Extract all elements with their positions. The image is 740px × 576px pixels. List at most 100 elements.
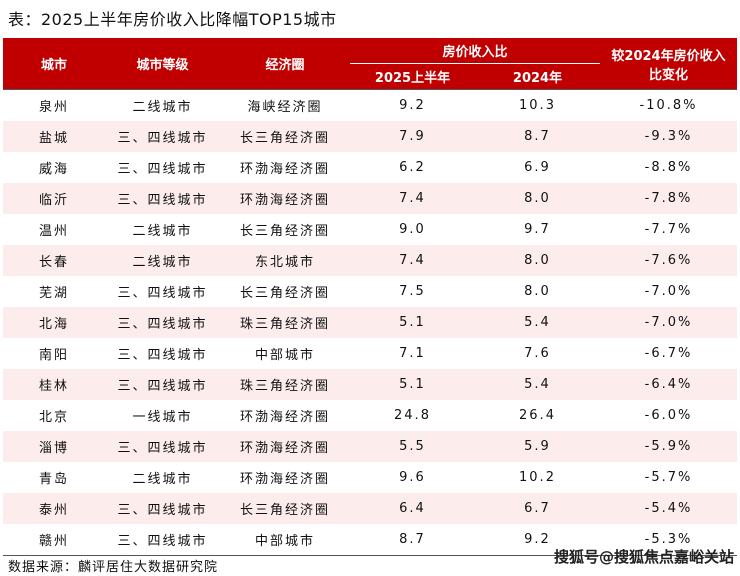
cell-zone: 珠三角经济圈 xyxy=(220,307,350,338)
cell-city: 南阳 xyxy=(38,348,69,363)
cell-city: 泰州 xyxy=(3,493,105,524)
header-2025h1: 2025上半年 xyxy=(350,63,475,90)
cell-2024: 8.0 xyxy=(475,183,600,214)
cell-grade: 三、四线城市 xyxy=(117,286,208,301)
cell-2025h1: 5.1 xyxy=(350,307,475,338)
table-row: 赣州 三、四线城市 中部城市 8.7 9.2 -5.3% xyxy=(3,524,737,556)
cell-2025h1: 9.2 xyxy=(399,98,426,113)
cell-zone: 中部城市 xyxy=(220,524,350,556)
cell-city: 青岛 xyxy=(38,472,69,487)
cell-2024: 8.7 xyxy=(475,121,600,152)
cell-2024: 10.3 xyxy=(519,98,556,113)
cell-2025h1: 7.1 xyxy=(399,346,426,361)
cell-change: -6.7% xyxy=(644,346,693,361)
cell-grade: 三、四线城市 xyxy=(105,431,220,462)
cell-zone: 中部城市 xyxy=(254,348,315,363)
cell-change: -5.7% xyxy=(644,470,693,485)
cell-grade: 三、四线城市 xyxy=(105,493,220,524)
cell-2025h1: 6.2 xyxy=(399,160,426,175)
cell-change: -7.0% xyxy=(644,284,693,299)
cell-city: 桂林 xyxy=(3,369,105,400)
header-zone: 经济圈 xyxy=(220,38,350,90)
table-row: 北海 三、四线城市 珠三角经济圈 5.1 5.4 -7.0% xyxy=(3,307,737,338)
cell-grade: 三、四线城市 xyxy=(117,348,208,363)
cell-2025h1: 9.0 xyxy=(399,222,426,237)
cell-grade: 二线城市 xyxy=(132,100,193,115)
cell-2025h1: 7.9 xyxy=(350,121,475,152)
cell-2024: 10.2 xyxy=(519,470,556,485)
cell-grade: 三、四线城市 xyxy=(105,307,220,338)
cell-change: -7.6% xyxy=(600,245,737,276)
cell-city: 芜湖 xyxy=(38,286,69,301)
table-row: 泰州 三、四线城市 长三角经济圈 6.4 6.7 -5.4% xyxy=(3,493,737,524)
cell-zone: 环渤海经济圈 xyxy=(239,410,330,425)
cell-2025h1: 7.5 xyxy=(399,284,426,299)
table-row: 淄博 三、四线城市 环渤海经济圈 5.5 5.9 -5.9% xyxy=(3,431,737,462)
cell-2024: 5.9 xyxy=(475,431,600,462)
cell-change: -7.7% xyxy=(644,222,693,237)
table-row: 北京 一线城市 环渤海经济圈 24.8 26.4 -6.0% xyxy=(3,400,737,431)
cell-2025h1: 6.4 xyxy=(350,493,475,524)
cell-2024: 6.9 xyxy=(524,160,551,175)
cell-2024: 5.4 xyxy=(475,307,600,338)
cell-zone: 长三角经济圈 xyxy=(220,493,350,524)
cell-grade: 三、四线城市 xyxy=(105,369,220,400)
cell-2024: 9.2 xyxy=(475,524,600,556)
cell-city: 盐城 xyxy=(3,121,105,152)
data-table: 城市 城市等级 经济圈 房价收入比 较2024年房价收入比变化 2025上半年 … xyxy=(3,38,737,556)
cell-change: -10.8% xyxy=(639,98,698,113)
cell-2025h1: 8.7 xyxy=(350,524,475,556)
cell-2024: 6.7 xyxy=(475,493,600,524)
table-row: 青岛 二线城市 环渤海经济圈 9.6 10.2 -5.7% xyxy=(3,462,737,493)
cell-zone: 长三角经济圈 xyxy=(239,224,330,239)
cell-change: -5.3% xyxy=(600,524,737,556)
cell-city: 淄博 xyxy=(3,431,105,462)
table-row: 泉州 二线城市 海峡经济圈 9.2 10.3 -10.8% xyxy=(3,90,737,122)
cell-2024: 26.4 xyxy=(519,408,556,423)
header-city: 城市 xyxy=(3,38,105,90)
table-row: 桂林 三、四线城市 珠三角经济圈 5.1 5.4 -6.4% xyxy=(3,369,737,400)
cell-city: 北京 xyxy=(38,410,69,425)
cell-grade: 三、四线城市 xyxy=(105,524,220,556)
cell-change: -5.4% xyxy=(600,493,737,524)
cell-grade: 二线城市 xyxy=(105,245,220,276)
cell-zone: 环渤海经济圈 xyxy=(220,183,350,214)
cell-2024: 9.7 xyxy=(524,222,551,237)
table-row: 临沂 三、四线城市 环渤海经济圈 7.4 8.0 -7.8% xyxy=(3,183,737,214)
cell-grade: 一线城市 xyxy=(132,410,193,425)
cell-zone: 环渤海经济圈 xyxy=(239,162,330,177)
cell-zone: 长三角经济圈 xyxy=(220,121,350,152)
header-2024: 2024年 xyxy=(475,63,600,90)
cell-grade: 三、四线城市 xyxy=(117,162,208,177)
cell-change: -7.0% xyxy=(600,307,737,338)
cell-change: -9.3% xyxy=(600,121,737,152)
cell-grade: 二线城市 xyxy=(132,224,193,239)
cell-city: 赣州 xyxy=(3,524,105,556)
cell-city: 泉州 xyxy=(38,100,69,115)
table-row: 威海 三、四线城市 环渤海经济圈 6.2 6.9 -8.8% xyxy=(3,152,737,183)
cell-zone: 海峡经济圈 xyxy=(247,100,323,115)
source-note: 数据来源：麟评居住大数据研究院 xyxy=(8,560,219,575)
cell-grade: 三、四线城市 xyxy=(105,183,220,214)
cell-change: -7.8% xyxy=(600,183,737,214)
cell-2025h1: 5.5 xyxy=(350,431,475,462)
table-row: 南阳 三、四线城市 中部城市 7.1 7.6 -6.7% xyxy=(3,338,737,369)
cell-2025h1: 7.4 xyxy=(350,245,475,276)
cell-2024: 8.0 xyxy=(475,245,600,276)
table-title: 表：2025上半年房价收入比降幅TOP15城市 xyxy=(8,10,337,29)
header-ratio: 房价收入比 xyxy=(350,38,600,64)
cell-city: 威海 xyxy=(38,162,69,177)
cell-2025h1: 5.1 xyxy=(350,369,475,400)
header-change: 较2024年房价收入比变化 xyxy=(600,38,737,90)
cell-zone: 长三角经济圈 xyxy=(239,286,330,301)
header-grade: 城市等级 xyxy=(105,38,220,90)
cell-zone: 环渤海经济圈 xyxy=(239,472,330,487)
cell-2025h1: 24.8 xyxy=(394,408,431,423)
cell-zone: 环渤海经济圈 xyxy=(220,431,350,462)
cell-zone: 东北城市 xyxy=(220,245,350,276)
cell-2024: 8.0 xyxy=(524,284,551,299)
cell-city: 临沂 xyxy=(3,183,105,214)
cell-2025h1: 9.6 xyxy=(399,470,426,485)
cell-change: -5.9% xyxy=(600,431,737,462)
table-row: 温州 二线城市 长三角经济圈 9.0 9.7 -7.7% xyxy=(3,214,737,245)
